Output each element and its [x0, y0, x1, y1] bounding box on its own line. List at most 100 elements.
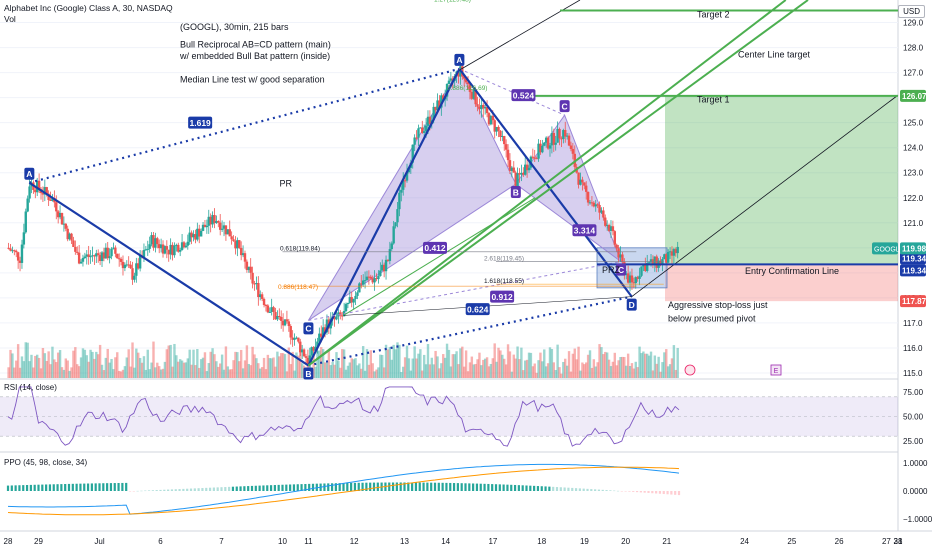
volume-bar	[259, 368, 262, 378]
candle-body	[552, 132, 555, 145]
stop-loss-label-1: Aggressive stop-loss just	[668, 300, 768, 310]
volume-bar	[409, 370, 413, 378]
ppo-hist-bar	[48, 484, 52, 491]
pitchfork-upper-line	[307, 0, 787, 367]
candle-body	[192, 234, 195, 238]
volume-bar	[135, 348, 138, 378]
volume-bar	[131, 342, 134, 378]
volume-bar	[119, 371, 123, 378]
volume-bar	[503, 358, 506, 378]
ppo-hist-bar	[426, 482, 429, 491]
ppo-hist-bar	[292, 484, 296, 491]
volume-bar	[133, 367, 136, 378]
candle-body	[615, 244, 618, 249]
candle-body	[457, 71, 460, 77]
candle-body	[266, 305, 270, 313]
candle-body	[405, 172, 409, 181]
candle-body	[432, 106, 435, 121]
candle-body	[129, 264, 132, 269]
candle-body	[666, 252, 670, 263]
candle-body	[543, 142, 546, 146]
candle-body	[541, 145, 544, 153]
volume-bar	[177, 361, 180, 378]
candle-body	[262, 298, 266, 305]
currency-button[interactable]: USD	[898, 5, 925, 18]
volume-bar	[533, 363, 536, 378]
candle-body	[510, 167, 514, 171]
volume-bar	[386, 349, 390, 378]
volume-bar	[219, 363, 222, 378]
ppo-hist-bar	[189, 488, 193, 491]
ppo-hist-bar	[75, 483, 78, 491]
prz-label: PRZ	[602, 265, 621, 275]
volume-bar	[560, 373, 563, 378]
volume-bar	[400, 372, 403, 378]
volume-bar	[165, 349, 169, 378]
candle-body	[512, 167, 515, 173]
ppo-hist-bar	[353, 482, 357, 491]
volume-bar	[516, 346, 519, 378]
candle-body	[464, 78, 468, 83]
volume-bar	[483, 358, 487, 378]
fib-886-top-label: 0.886(126.69)	[447, 85, 487, 92]
volume-bar	[493, 343, 496, 378]
ppo-hist-bar	[106, 483, 109, 491]
ppo-hist-bar	[86, 483, 90, 491]
ppo-hist-bar	[117, 482, 120, 491]
candle-body	[396, 209, 399, 223]
time-tick-label: 18	[537, 537, 546, 546]
candle-body	[594, 204, 597, 207]
volume-bar	[264, 369, 268, 378]
volume-bar	[615, 365, 618, 378]
ppo-hist-bar	[193, 488, 196, 491]
candle-body	[56, 211, 60, 218]
volume-bar	[451, 354, 454, 378]
candle-body	[478, 106, 481, 110]
ppo-hist-bar	[216, 487, 219, 491]
candle-body	[548, 145, 552, 149]
candle-body	[300, 349, 304, 353]
fib-618-label: 0.618(119.84)	[280, 245, 320, 252]
candle-body	[632, 282, 636, 284]
candle-body	[51, 198, 54, 201]
candle-body	[640, 266, 643, 276]
candle-body	[60, 212, 64, 225]
volume-bar	[413, 346, 416, 378]
candle-body	[674, 249, 677, 254]
volume-bar	[592, 359, 596, 378]
candle-body	[386, 259, 390, 261]
volume-bar	[573, 348, 576, 378]
volume-bar	[644, 353, 647, 378]
volume-bar	[348, 362, 352, 378]
volume-bar	[491, 358, 494, 378]
volume-bar	[522, 370, 525, 378]
volume-bar	[365, 349, 369, 378]
price-tick-label: 115.0	[903, 369, 923, 378]
ppo-hist-bar	[635, 491, 639, 493]
ppo-hist-bar	[479, 483, 482, 491]
ppo-hist-bar	[155, 490, 158, 491]
ppo-hist-bar	[658, 491, 662, 494]
volume-bar	[596, 362, 599, 378]
point-label-b2: B	[513, 187, 519, 197]
volume-label: Vol	[4, 14, 16, 24]
candle-body	[447, 80, 451, 85]
candle-body	[602, 210, 605, 218]
time-tick-label: 29	[34, 537, 43, 546]
candle-body	[146, 248, 149, 250]
volume-bar	[594, 366, 597, 378]
volume-bar	[249, 365, 252, 378]
ratio-line-b-d	[308, 295, 632, 367]
ppo-hist-bar	[170, 489, 174, 491]
ppo-hist-bar	[163, 489, 166, 491]
volume-bar	[56, 352, 60, 378]
candle-body	[531, 156, 535, 158]
ppo-hist-bar	[98, 483, 101, 491]
volume-bar	[89, 349, 92, 378]
volume-bar	[203, 352, 207, 378]
volume-bar	[77, 366, 81, 378]
volume-bar	[114, 357, 117, 378]
candle-body	[592, 202, 596, 207]
